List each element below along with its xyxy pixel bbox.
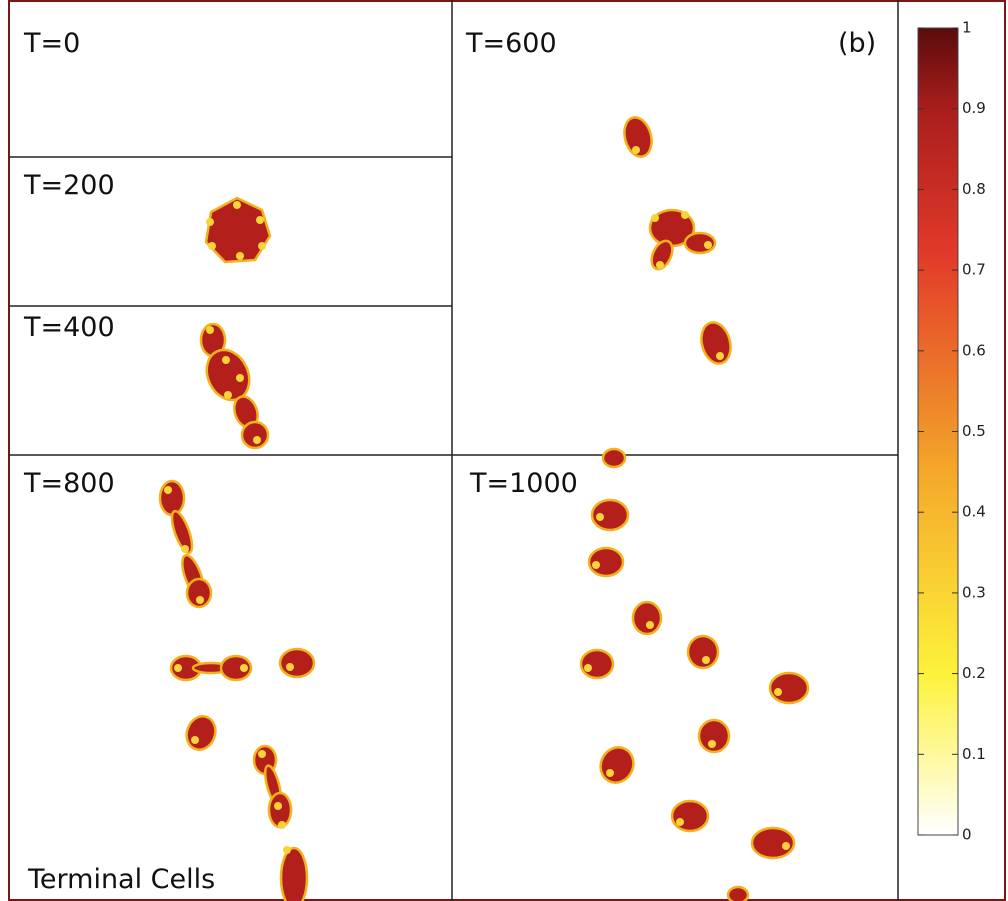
colorbar-tick-label: 0.2 <box>962 664 986 682</box>
colorbar <box>917 27 959 836</box>
cells <box>158 116 810 901</box>
panel-label: T=400 <box>23 312 115 343</box>
colorbar-tick-label: 0.4 <box>962 503 986 521</box>
outer-frame <box>8 0 1006 901</box>
colorbar-tick-label: 0 <box>962 826 972 844</box>
colorbar-tick-label: 0.7 <box>962 261 986 279</box>
colorbar-tick-label: 0.8 <box>962 180 986 198</box>
colorbar-tick-label: 0.6 <box>962 341 986 359</box>
colorbar-tick-label: 0.5 <box>962 422 986 440</box>
annotation: Terminal Cells <box>27 864 215 895</box>
panel-label: T=1000 <box>469 468 578 499</box>
figure-label: (b) <box>838 28 876 59</box>
colorbar-tick-label: 1 <box>962 19 972 37</box>
panel-label: T=800 <box>23 468 115 499</box>
colorbar-tick-label: 0.9 <box>962 99 986 117</box>
colorbar-tick-label: 0.3 <box>962 583 986 601</box>
panel-label: T=0 <box>23 28 80 59</box>
colorbar-tick-label: 0.1 <box>962 745 986 763</box>
panel-label: T=200 <box>23 170 115 201</box>
panel-label: T=600 <box>465 28 557 59</box>
